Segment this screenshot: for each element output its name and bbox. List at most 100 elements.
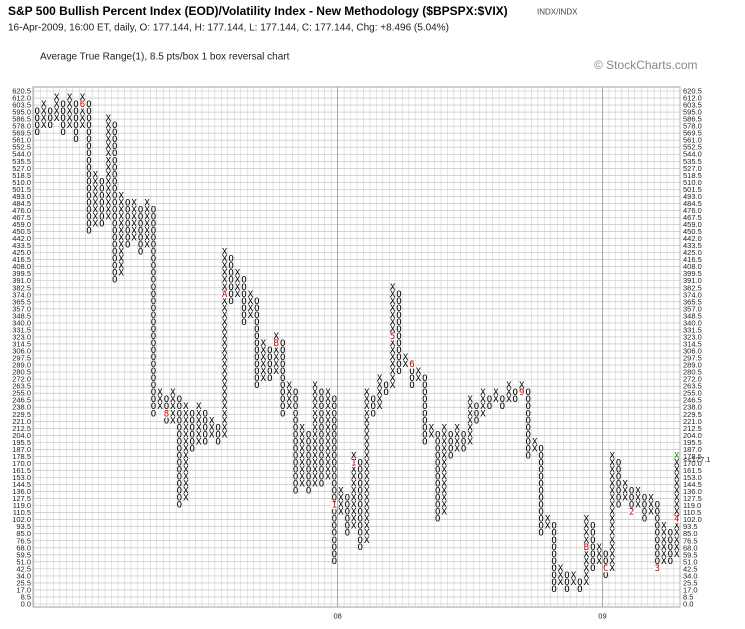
box-glyph: O	[112, 163, 117, 173]
box-glyph: O	[267, 353, 272, 363]
y-tick-label: 323.0	[12, 332, 31, 341]
y-tick-label-right: 110.5	[683, 508, 701, 517]
box-glyph: O	[241, 297, 246, 307]
box-glyph: O	[267, 374, 272, 384]
box-glyph: X	[299, 437, 305, 447]
box-glyph: X	[144, 198, 150, 208]
y-tick-label: 221.0	[12, 417, 31, 426]
y-tick-label-right: 136.0	[683, 487, 702, 496]
y-tick-label-right: 289.0	[683, 361, 702, 370]
box-glyph: X	[222, 381, 228, 391]
box-glyph: O	[590, 536, 595, 546]
box-glyph: O	[319, 451, 324, 461]
y-tick-label-right: 450.5	[683, 227, 702, 236]
box-glyph: X	[54, 100, 60, 110]
box-glyph: X	[261, 367, 267, 377]
box-glyph: O	[280, 360, 285, 370]
box-glyph: X	[390, 346, 396, 356]
box-glyph: O	[293, 465, 298, 475]
box-glyph: O	[642, 508, 647, 518]
y-tick-label-right: 195.5	[683, 438, 702, 447]
box-glyph: X	[80, 121, 86, 131]
box-glyph: O	[125, 220, 130, 230]
box-glyph: O	[190, 437, 195, 447]
box-glyph: X	[118, 227, 124, 237]
box-glyph: X	[364, 515, 370, 525]
box-glyph: O	[151, 297, 156, 307]
box-glyph: O	[538, 515, 543, 525]
box-glyph: O	[112, 149, 117, 159]
box-glyph: X	[506, 395, 512, 405]
box-glyph: O	[151, 205, 156, 215]
y-tick-label-right: 578.0	[683, 122, 702, 131]
box-glyph: O	[500, 402, 505, 412]
box-glyph: O	[435, 473, 440, 483]
pf-column: XXX	[648, 494, 654, 518]
box-glyph: O	[358, 508, 363, 518]
pf-column: XXX	[622, 480, 628, 504]
box-glyph: O	[332, 465, 337, 475]
description: Average True Range(1), 8.5 pts/box 1 box…	[40, 52, 290, 63]
y-tick-label: 620.5	[12, 87, 31, 96]
box-glyph: X	[144, 212, 150, 222]
box-glyph: O	[551, 557, 556, 567]
box-glyph: X	[93, 191, 99, 201]
box-glyph: O	[112, 135, 117, 145]
box-glyph: O	[396, 339, 401, 349]
box-glyph: O	[538, 480, 543, 490]
box-glyph: O	[177, 416, 182, 426]
box-glyph: X	[144, 241, 150, 251]
box-glyph: O	[435, 515, 440, 525]
pf-column: OOO	[474, 402, 479, 426]
box-glyph: O	[228, 276, 233, 286]
box-glyph: O	[332, 395, 337, 405]
box-glyph: O	[332, 423, 337, 433]
box-glyph: X	[209, 430, 215, 440]
box-glyph: X	[222, 255, 228, 265]
box-glyph: X	[390, 360, 396, 370]
y-tick-label-right: 119.0	[683, 501, 701, 510]
y-tick-label: 187.0	[12, 445, 31, 454]
box-glyph: X	[467, 416, 473, 426]
marker-bg	[350, 459, 357, 467]
box-glyph: O	[396, 332, 401, 342]
box-glyph: O	[551, 522, 556, 532]
y-tick-label-right: 323.0	[683, 332, 702, 341]
box-glyph: O	[655, 543, 660, 553]
box-glyph: X	[67, 121, 73, 131]
y-tick-label: 272.0	[12, 375, 31, 384]
y-tick-label-right: 255.0	[683, 389, 702, 398]
box-glyph: X	[364, 536, 370, 546]
box-glyph: O	[655, 501, 660, 511]
box-glyph: O	[86, 184, 91, 194]
box-glyph: X	[67, 114, 73, 124]
y-tick-label-right: 544.0	[683, 150, 702, 159]
y-tick-label-right: 25.5	[683, 578, 698, 587]
box-glyph: X	[67, 93, 73, 103]
box-glyph: X	[480, 409, 486, 419]
box-glyph: O	[564, 578, 569, 588]
box-glyph: X	[609, 550, 615, 560]
box-glyph: O	[138, 227, 143, 237]
box-glyph: O	[332, 536, 337, 546]
box-glyph: X	[183, 444, 189, 454]
box-glyph: O	[435, 480, 440, 490]
box-glyph: O	[202, 416, 207, 426]
box-glyph: X	[261, 346, 267, 356]
box-glyph: X	[364, 416, 370, 426]
box-glyph: X	[338, 487, 344, 497]
box-glyph: O	[345, 515, 350, 525]
box-glyph: O	[228, 262, 233, 272]
pf-column: OO	[577, 578, 582, 595]
box-glyph: O	[86, 114, 91, 124]
box-glyph: X	[93, 212, 99, 222]
